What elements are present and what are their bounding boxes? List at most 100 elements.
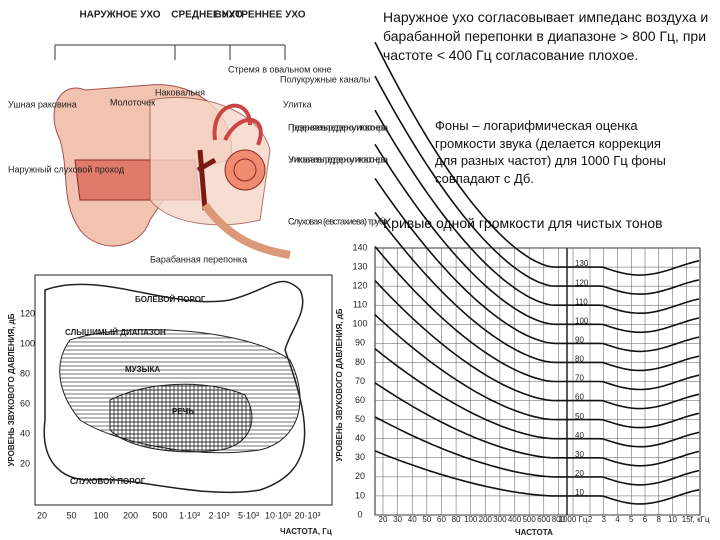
ear-label: Барабанная перепонка — [150, 254, 247, 264]
tick-label: 1·10³ — [179, 510, 200, 520]
tick-label: 60 — [20, 398, 30, 408]
tick-label: 90 — [355, 338, 365, 348]
ear-label: Полукружные каналы — [280, 74, 370, 84]
axis-title: ЧАСТОТА — [515, 528, 553, 537]
tick-label: 100 — [20, 338, 35, 348]
cochlea — [224, 149, 266, 191]
tick-label: 8 — [657, 515, 662, 524]
loudness-curve — [374, 143, 700, 334]
tick-label: 0 — [357, 509, 362, 519]
tick-label: 10·10³ — [265, 510, 291, 520]
tick-label: 40 — [20, 428, 30, 438]
ear-header: НАРУЖНОЕ УХО — [79, 10, 160, 21]
tick-label: 20 — [20, 458, 30, 468]
axis-title: УРОВЕНЬ ЗВУКОВОГО ДАВЛЕНИЯ, дБ — [335, 308, 344, 461]
chart-frame — [34, 274, 333, 506]
ear-label: Ушная раковина — [8, 99, 77, 109]
tick-label: 30 — [393, 515, 402, 524]
tick-label: 110 — [353, 300, 367, 310]
tick-label: 1000 Гц — [559, 515, 588, 524]
tick-label: 20 — [379, 515, 388, 524]
semicircular-canals — [212, 103, 263, 146]
tick-label: 2 — [588, 515, 593, 524]
loudness-curve — [374, 211, 700, 372]
tick-label: 10 — [355, 490, 365, 500]
ear-label: Слуховая (евстахиева) труба — [288, 216, 388, 226]
curve-label: 90 — [575, 335, 584, 344]
tick-label: 70 — [355, 376, 365, 386]
tick-label: 120 — [352, 281, 367, 291]
tick-label: f, кГц — [690, 515, 710, 524]
curve-label: 30 — [575, 450, 584, 459]
tick-label: 60 — [437, 515, 446, 524]
bracket — [54, 45, 286, 60]
tick-label: 6 — [643, 515, 648, 524]
tick-label: 20 — [37, 510, 47, 520]
loudness-curve — [374, 382, 700, 467]
region-label: СЛЫШИМЫЙ ДИАПАЗОН — [65, 328, 166, 337]
tick-label: 80 — [452, 515, 461, 524]
curve-label: 70 — [575, 374, 584, 383]
region-label: РЕЧЬ — [172, 407, 194, 416]
tick-label: 4 — [615, 515, 620, 524]
tick-label: 120 — [20, 308, 35, 318]
tick-label: 300 — [493, 515, 507, 524]
loudness-curve — [374, 245, 700, 391]
tick-label: 500 — [522, 515, 536, 524]
cochlea — [233, 158, 257, 182]
axis-title: УРОВЕНЬ ЗВУКОВОГО ДАВЛЕНИЯ, дБ — [7, 313, 16, 466]
tick-label: 600 — [537, 515, 551, 524]
ear-label: Наковальня — [155, 87, 205, 97]
ear-label: Стремя в овальном окне — [228, 64, 332, 74]
tick-label: 5 — [629, 515, 634, 524]
paragraph: Наружное ухо согласовывает импеданс возд… — [383, 9, 709, 63]
tick-label: 3 — [602, 515, 607, 524]
tick-label: 10 — [668, 515, 677, 524]
tick-label: 40 — [355, 433, 365, 443]
loudness-curve — [374, 75, 700, 295]
curve-label: 100 — [575, 316, 589, 325]
tick-label: 20·10³ — [294, 510, 320, 520]
tick-label: 100 — [352, 319, 367, 329]
tick-label: 40 — [408, 515, 417, 524]
speech-area — [109, 383, 253, 453]
tick-label: 30 — [355, 452, 365, 462]
loudness-curve — [374, 348, 700, 448]
ear-label: Предверная ветвь преддверно-улиткового н… — [288, 122, 388, 132]
tick-label: 140 — [352, 242, 367, 252]
loudness-curve — [374, 314, 700, 429]
curve-label: 130 — [575, 259, 589, 268]
tick-label: 80 — [20, 368, 30, 378]
tick-label: 200 — [479, 515, 493, 524]
tick-label: 200 — [123, 510, 138, 520]
region-label: БОЛЕВОЙ ПОРОГ — [135, 295, 206, 304]
tick-label: 100 — [464, 515, 478, 524]
ear-label: Наружный слуховой проход — [8, 164, 125, 174]
loudness-curves — [374, 41, 700, 516]
tick-label: 500 — [152, 510, 167, 520]
curve-label: 60 — [575, 393, 584, 402]
tick-label: 15 — [682, 515, 691, 524]
ear-header: ВНУТРЕННЕЕ УХО — [214, 10, 305, 21]
axis-title: ЧАСТОТА, Гц — [280, 527, 332, 536]
curve-label: 80 — [575, 355, 584, 364]
tick-label: 400 — [508, 515, 522, 524]
tick-label: 2·10³ — [208, 510, 229, 520]
tick-label: 80 — [355, 357, 365, 367]
loudness-curve — [374, 109, 700, 314]
curve-label: 50 — [575, 412, 584, 421]
ear-header: СРЕДНЕЕ УХО — [171, 10, 243, 21]
tick-label: 5·10³ — [238, 510, 259, 520]
loudness-curve — [374, 41, 700, 276]
loudness-curve — [374, 280, 700, 410]
loudness-curve — [374, 416, 700, 486]
tick-label: 50 — [355, 414, 365, 424]
ossicles — [196, 149, 217, 211]
paragraph: Фоны – логарифмическая оценка громкости … — [435, 118, 666, 186]
loudness-curve — [374, 177, 700, 353]
ear-label: Молоточек — [110, 97, 155, 107]
tick-label: 130 — [352, 261, 367, 271]
tick-label: 20 — [355, 471, 365, 481]
